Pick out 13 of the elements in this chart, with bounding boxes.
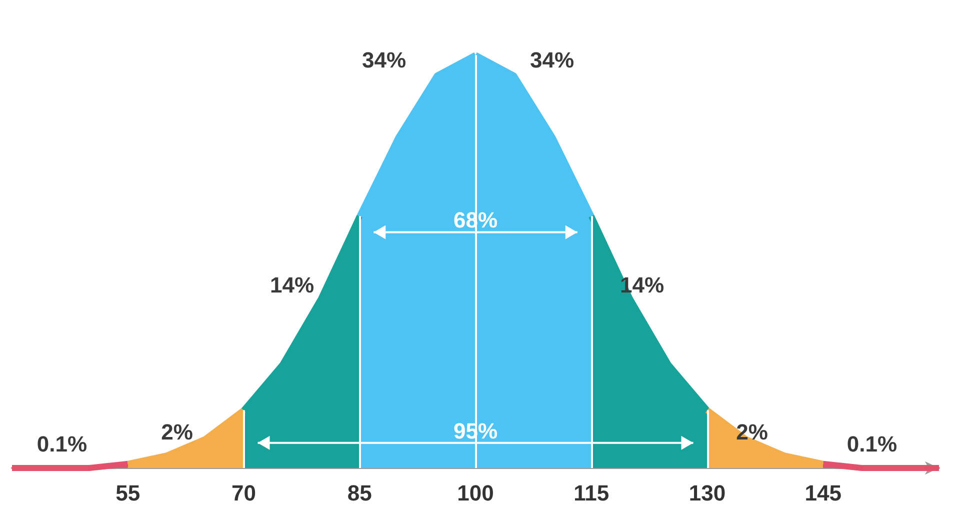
annotation: 34%: [362, 48, 406, 72]
x-tick-label: 130: [688, 480, 726, 506]
annotation: 0.1%: [36, 432, 88, 456]
annotation: 2%: [161, 420, 193, 444]
annotation: 0.1%: [846, 432, 898, 456]
x-tick-label: 55: [116, 480, 140, 506]
annotation: 34%: [530, 48, 574, 72]
x-tick-label: 145: [804, 480, 842, 506]
x-tick-label: 100: [457, 480, 494, 506]
x-tick-label: 115: [574, 480, 610, 506]
x-tick-label: 85: [347, 480, 372, 506]
x-tick-label: 70: [232, 480, 256, 506]
annotation: 14%: [270, 272, 314, 298]
